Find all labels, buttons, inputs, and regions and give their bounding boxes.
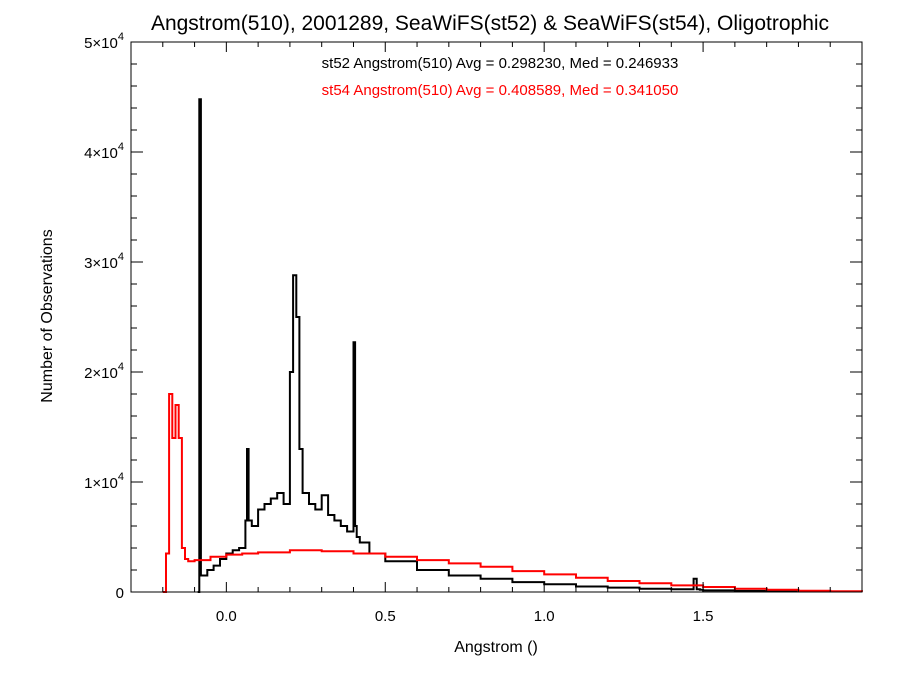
y-axis-label: Number of Observations [39,229,56,402]
legend-entry-st54: st54 Angstrom(510) Avg = 0.408589, Med =… [322,82,679,99]
plot-frame [130,41,863,593]
chart-title: Angstrom(510), 2001289, SeaWiFS(st52) & … [151,12,829,35]
x-axis-label: Angstrom () [454,639,538,656]
y-tick-label: 5×104 [84,31,124,52]
x-tick-label: 0.0 [216,608,237,625]
x-tick-label: 1.0 [534,608,555,625]
series-line-st54 [162,393,863,593]
y-tick-label: 1×104 [84,471,124,492]
y-tick-label: 3×104 [84,251,124,272]
series-line-st52 [197,98,863,593]
y-tick-label: 4×104 [84,141,124,162]
x-tick-label: 0.5 [375,608,396,625]
y-tick-label: 2×104 [84,361,124,382]
x-tick-label: 1.5 [693,608,714,625]
y-tick-label: 0 [116,585,124,602]
legend-entry-st52: st52 Angstrom(510) Avg = 0.298230, Med =… [322,55,679,72]
